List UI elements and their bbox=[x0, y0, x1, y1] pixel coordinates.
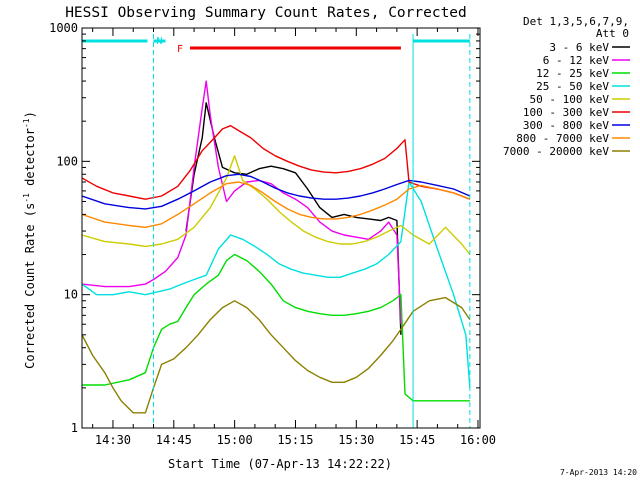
flare-label: F bbox=[177, 44, 183, 55]
series-line-6 bbox=[82, 173, 471, 210]
y-axis-label-sup1: -1 bbox=[22, 193, 31, 203]
chart-title: HESSI Observing Summary Count Rates, Cor… bbox=[65, 5, 467, 21]
x-tick-label: 14:30 bbox=[95, 433, 131, 447]
plot-area: N F 1 10 100 1000 14:30 14:45 15:00 15:15 15:30 15:… bbox=[49, 21, 496, 447]
legend-header-line1: Det 1,3,5,6,7,9, bbox=[523, 15, 629, 28]
series-line-5 bbox=[82, 125, 471, 200]
legend-label-3: 25 - 50 keV bbox=[536, 80, 609, 93]
y-axis-label: Corrected Count Rate (s-1 detector-1) bbox=[22, 111, 37, 369]
x-tick-label: 15:45 bbox=[399, 433, 435, 447]
legend-label-7: 800 - 7000 keV bbox=[516, 132, 609, 145]
timestamp: 7-Apr-2013 14:20 bbox=[560, 468, 637, 477]
legend-label-0: 3 - 6 keV bbox=[549, 41, 609, 54]
x-tick-label: 14:45 bbox=[156, 433, 192, 447]
series-line-8 bbox=[82, 296, 471, 414]
series-group bbox=[82, 80, 471, 414]
x-axis-label: Start Time (07-Apr-13 14:22:22) bbox=[168, 457, 392, 471]
x-tick-label: 16:00 bbox=[460, 433, 496, 447]
series-line-1 bbox=[82, 80, 402, 325]
legend-label-5: 100 - 300 keV bbox=[523, 106, 609, 119]
plot-frame bbox=[81, 27, 481, 429]
y-tick-label: 1000 bbox=[49, 21, 78, 35]
y-tick-label: 100 bbox=[56, 154, 78, 168]
x-tick-label: 15:30 bbox=[338, 433, 374, 447]
x-tick-label: 15:15 bbox=[277, 433, 313, 447]
legend-header-line2: Att 0 bbox=[596, 27, 629, 40]
series-line-2 bbox=[82, 253, 470, 402]
series-line-7 bbox=[82, 181, 471, 228]
y-tick-label: 10 bbox=[64, 288, 78, 302]
y-axis-label-main: Corrected Count Rate (s bbox=[23, 203, 37, 369]
legend-label-1: 6 - 12 keV bbox=[543, 54, 610, 67]
series-line-0 bbox=[185, 102, 402, 335]
legend-label-2: 12 - 25 keV bbox=[536, 67, 609, 80]
series-line-3 bbox=[82, 181, 471, 388]
night-label: N bbox=[157, 36, 163, 47]
y-axis-label-mid: detector bbox=[23, 128, 37, 193]
y-axis-label-sup2: -1 bbox=[22, 118, 31, 128]
x-tick-label: 15:00 bbox=[217, 433, 253, 447]
y-tick-label: 1 bbox=[71, 421, 78, 435]
legend-label-4: 50 - 100 keV bbox=[530, 93, 610, 106]
series-line-4 bbox=[82, 155, 471, 255]
y-axis-label-end: ) bbox=[23, 111, 37, 118]
legend-label-6: 300 - 800 keV bbox=[523, 119, 609, 132]
legend-label-8: 7000 - 20000 keV bbox=[503, 145, 609, 158]
